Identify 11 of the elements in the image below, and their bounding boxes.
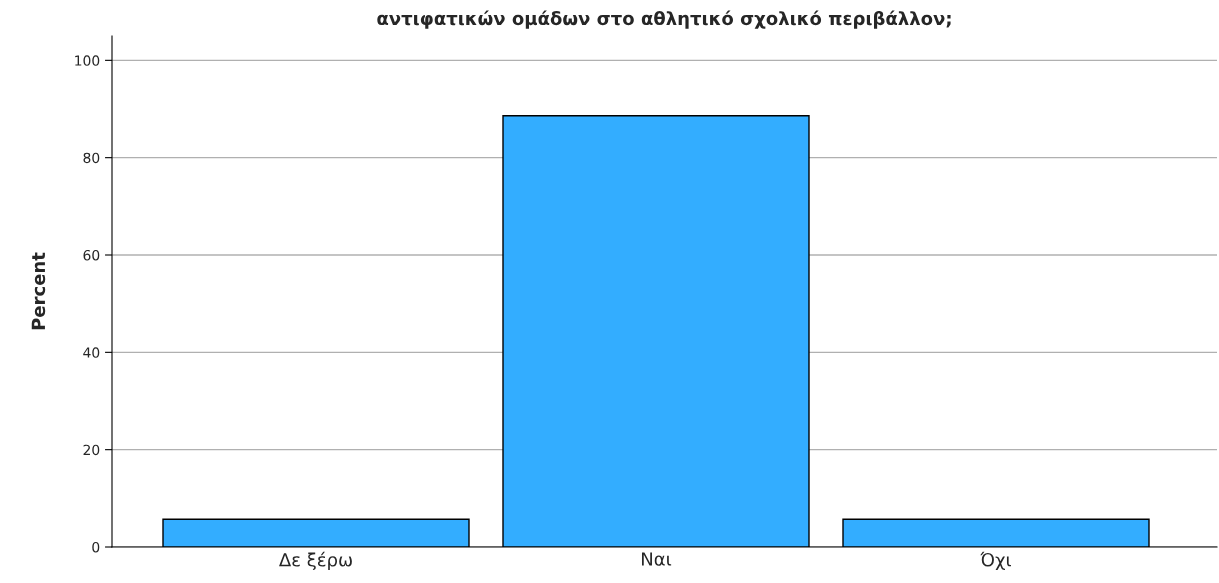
y-tick-label: 100 — [75, 55, 100, 66]
x-tick-label: Όχι — [980, 551, 1011, 571]
y-axis-title: Percent — [31, 252, 46, 330]
y-tick-label: 0 — [92, 541, 100, 553]
y-tick-label: 40 — [83, 347, 100, 358]
y-tick-label: 60 — [83, 249, 100, 261]
x-tick-label: Δε ξέρω — [279, 551, 352, 571]
chart-title: αντιφατικών ομάδων στο αθλητικό σχολικό περιβάλλον; — [377, 10, 951, 29]
x-tick-label: Ναι — [642, 552, 672, 566]
y-tick-label: 80 — [83, 152, 100, 164]
y-tick-label: 20 — [83, 444, 100, 456]
